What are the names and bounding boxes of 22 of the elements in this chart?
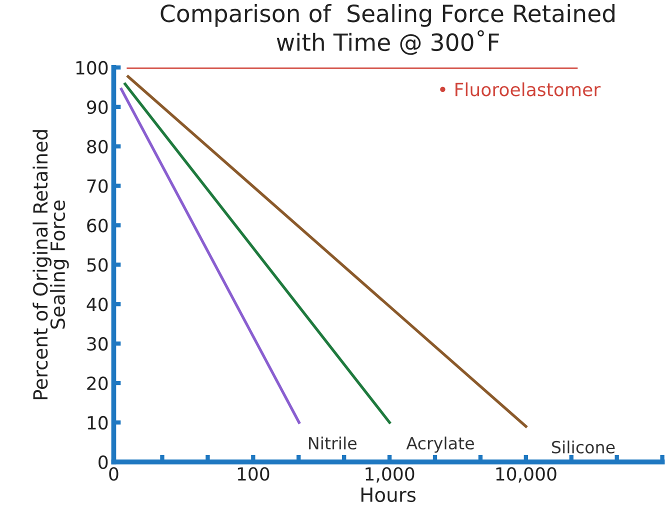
y-tick-label: 30 — [87, 337, 108, 351]
y-tick-label: 70 — [87, 179, 108, 193]
y-tick-label: 100 — [76, 60, 108, 75]
x-tick-label: 100 — [238, 467, 270, 481]
y-tick-label: 80 — [87, 140, 108, 154]
series-label: Silicone — [552, 440, 615, 454]
series-label: Nitrile — [309, 436, 357, 450]
chart-title: Comparison of Sealing Force Retained with Time @ 300˚F — [160, 4, 614, 55]
x-tick-label: 0 — [109, 467, 118, 481]
series-label: • Fluoroelastomer — [440, 82, 601, 96]
y-tick-label: 90 — [87, 100, 108, 114]
series-label: Acrylate — [406, 436, 474, 453]
y-axis-title: Percent of Original Retained Sealing Force — [32, 130, 69, 400]
y-tick-label: 40 — [86, 298, 108, 312]
y-tick-label: 20 — [87, 376, 108, 390]
y-tick-label: 50 — [87, 258, 108, 272]
x-tick-label: 1,000 — [366, 467, 414, 483]
x-tick-label: 10,000 — [496, 467, 556, 483]
x-axis-title: Hours — [361, 488, 416, 502]
y-tick-label: 0 — [98, 455, 108, 470]
y-tick-label: 10 — [88, 416, 108, 430]
y-tick-label: 60 — [87, 218, 108, 232]
